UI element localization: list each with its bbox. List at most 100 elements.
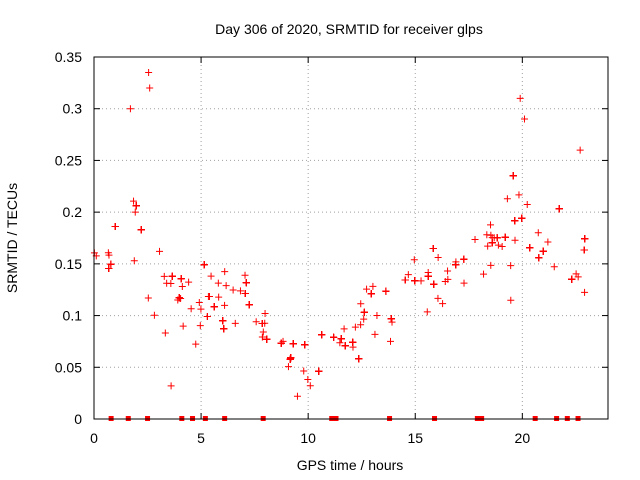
- data-point: [300, 367, 308, 375]
- data-point: [263, 335, 271, 343]
- data-point: [434, 253, 442, 261]
- data-point: [539, 247, 547, 255]
- data-point: [355, 355, 363, 363]
- data-point: [304, 375, 312, 383]
- data-point: [423, 308, 431, 316]
- data-point: [511, 217, 519, 225]
- data-point: [507, 296, 515, 304]
- data-point: [411, 277, 419, 285]
- data-point: [306, 382, 314, 390]
- notable-data-point: [576, 146, 584, 154]
- data-point: [387, 337, 395, 345]
- data-point: [434, 294, 442, 302]
- x-axis-ticks: 0 5 10 15 20: [90, 57, 530, 446]
- data-point: [580, 246, 588, 254]
- data-point: [197, 305, 205, 313]
- data-point: [360, 315, 368, 323]
- data-point: [487, 261, 495, 269]
- data-point: [574, 273, 582, 281]
- x-tick-label: 10: [300, 430, 316, 446]
- data-point: [277, 339, 285, 347]
- data-point: [509, 172, 517, 180]
- x-tick-label: 20: [515, 430, 531, 446]
- data-point: [518, 214, 526, 222]
- data-point: [471, 235, 479, 243]
- data-point: [337, 335, 345, 343]
- data-point: [130, 197, 138, 205]
- data-point: [501, 233, 509, 241]
- data-point: [388, 318, 396, 326]
- data-point: [363, 285, 371, 293]
- data-point: [483, 231, 491, 239]
- notable-data-point: [520, 115, 528, 123]
- data-point: [252, 318, 260, 326]
- data-point: [241, 271, 249, 279]
- data-point: [341, 342, 349, 350]
- data-point: [318, 331, 326, 339]
- data-point: [167, 280, 175, 288]
- data-point: [192, 340, 200, 348]
- y-tick-label: 0.2: [63, 204, 83, 220]
- data-point: [511, 236, 519, 244]
- data-point: [131, 208, 139, 216]
- y-tick-label: 0.15: [55, 256, 82, 272]
- data-point: [503, 195, 511, 203]
- data-point: [137, 226, 145, 234]
- y-tick-label: 0.1: [63, 308, 83, 324]
- data-point: [132, 202, 140, 210]
- data-point: [111, 222, 119, 230]
- y-tick-label: 0.3: [63, 101, 83, 117]
- y-tick-label: 0.25: [55, 152, 82, 168]
- notable-data-point: [293, 392, 301, 400]
- y-axis-label: SRMTID / TECUs: [4, 183, 20, 293]
- data-point: [219, 317, 227, 325]
- data-point: [444, 267, 452, 275]
- data-point: [130, 257, 138, 265]
- data-point: [444, 275, 452, 283]
- data-point: [460, 255, 468, 263]
- x-tick-label: 15: [407, 430, 423, 446]
- data-point: [222, 282, 230, 290]
- data-point: [258, 320, 266, 328]
- data-point: [144, 294, 152, 302]
- data-point: [287, 354, 295, 362]
- data-point: [369, 282, 377, 290]
- data-point: [555, 205, 563, 213]
- data-point: [410, 256, 418, 264]
- data-point: [507, 262, 515, 270]
- data-point: [484, 242, 492, 250]
- x-axis-label: GPS time / hours: [297, 457, 404, 473]
- data-point: [544, 238, 552, 246]
- data-point: [336, 339, 344, 347]
- data-point: [439, 300, 447, 308]
- data-point: [204, 292, 212, 300]
- chart-title: Day 306 of 2020, SRMTID for receiver glp…: [215, 21, 483, 37]
- data-point: [207, 272, 215, 280]
- data-point: [289, 340, 297, 348]
- data-point: [286, 355, 294, 363]
- data-point: [214, 279, 222, 287]
- data-points: [90, 69, 589, 400]
- data-point: [301, 341, 309, 349]
- data-point: [315, 367, 323, 375]
- data-point: [236, 287, 244, 295]
- x-tick-label: 0: [90, 430, 98, 446]
- x-tick-label: 5: [197, 430, 205, 446]
- data-point: [196, 322, 204, 330]
- data-point: [168, 272, 176, 280]
- data-point: [515, 191, 523, 199]
- data-point: [351, 323, 359, 331]
- data-point: [429, 245, 437, 253]
- data-point: [105, 265, 113, 273]
- data-point: [258, 333, 266, 341]
- data-point: [284, 363, 292, 371]
- data-point: [488, 239, 496, 247]
- data-point: [452, 261, 460, 269]
- data-point: [568, 275, 576, 283]
- data-point: [382, 287, 390, 295]
- notable-data-point: [167, 382, 175, 390]
- data-point: [340, 325, 348, 333]
- data-point: [523, 200, 531, 208]
- notable-data-point: [516, 94, 524, 102]
